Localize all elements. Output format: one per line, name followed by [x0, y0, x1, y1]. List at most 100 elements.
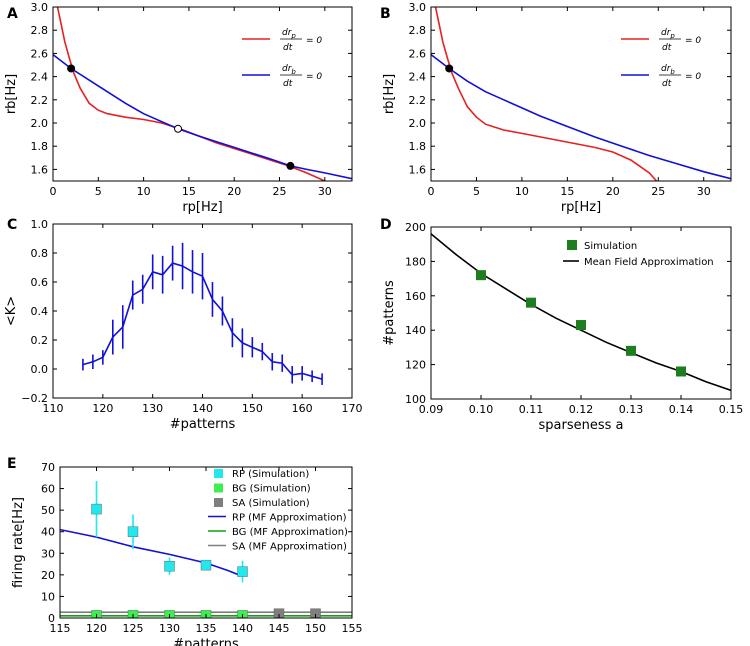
y-axis-label: #patterns — [382, 280, 397, 346]
plot-area — [82, 242, 323, 385]
x-tick-label: 20 — [227, 185, 241, 198]
x-tick-label: 0 — [50, 185, 57, 198]
y-axis-label: rb[Hz] — [4, 74, 19, 114]
y-tick-label: 2.8 — [409, 24, 427, 37]
x-tick-label: 130 — [159, 622, 180, 635]
simulation-point — [127, 526, 139, 537]
rp-mf-line — [60, 528, 243, 576]
y-tick-label: 0.8 — [31, 247, 49, 260]
x-tick-label: 20 — [606, 185, 620, 198]
y-tick-label: 0.2 — [31, 334, 49, 347]
plot-frame — [430, 6, 732, 182]
legend-subscript: p — [669, 32, 675, 40]
legend-numerator-text: dr — [661, 64, 672, 74]
y-tick-label: 120 — [405, 359, 426, 372]
legend-numerator-text: dr — [282, 28, 293, 38]
nullcline-line — [53, 53, 352, 180]
y-tick-label: 160 — [405, 290, 426, 303]
x-tick-label: 0 — [428, 185, 435, 198]
panel-label: C — [7, 217, 17, 233]
y-tick-label: 3.0 — [31, 1, 49, 14]
legend-numerator: drb — [661, 64, 675, 76]
y-tick-label: 2.4 — [31, 71, 49, 84]
plot-area — [431, 233, 731, 392]
x-tick-label: 125 — [123, 622, 144, 635]
legend-denominator: dt — [662, 43, 672, 53]
x-tick-label: 170 — [342, 402, 363, 415]
x-axis-label: rp[Hz] — [182, 200, 222, 215]
y-tick-label: 0.4 — [31, 305, 49, 318]
stable-fixed-point — [445, 64, 454, 73]
legend-equals: = 0 — [685, 36, 701, 46]
nullcline-line — [434, 7, 658, 181]
panel-label: D — [380, 217, 392, 233]
y-tick-label: 2.4 — [409, 71, 427, 84]
x-tick-label: 10 — [515, 185, 529, 198]
y-tick-label: 180 — [405, 255, 426, 268]
y-tick-label: 50 — [41, 504, 55, 517]
simulation-point — [200, 559, 212, 571]
legend-subscript: b — [291, 68, 296, 76]
x-tick-label: 145 — [269, 622, 290, 635]
y-tick-label: 100 — [405, 393, 426, 406]
y-tick-label: 60 — [41, 483, 55, 496]
legend-numerator-text: dr — [661, 28, 672, 38]
legend-label: RP (MF Approximation) — [232, 513, 347, 524]
simulation-point — [273, 608, 285, 618]
x-axis-label: #patterns — [173, 637, 239, 646]
plot-area — [60, 481, 352, 618]
x-tick-label: 15 — [560, 185, 574, 198]
y-tick-label: 2.0 — [409, 117, 427, 130]
plot-area — [53, 7, 352, 181]
panel-label: A — [7, 6, 18, 22]
y-tick-label: 0.0 — [31, 363, 49, 376]
y-tick-label: 2.8 — [31, 24, 49, 37]
plot-area — [431, 7, 731, 181]
legend-numerator: drp — [661, 28, 675, 40]
panel-label: B — [380, 6, 391, 22]
simulation-point — [237, 566, 248, 577]
y-tick-label: −0.2 — [21, 392, 48, 405]
legend-subscript: b — [670, 68, 675, 76]
simulation-point — [164, 561, 175, 572]
unstable-fixed-point — [174, 124, 183, 133]
x-tick-label: 30 — [697, 185, 711, 198]
panel-D: D Simulation Mean Field Approximation 0.09 0… — [380, 217, 743, 433]
stable-fixed-point — [286, 161, 295, 170]
y-tick-label: 1.8 — [409, 140, 427, 153]
x-axis-label: #patterns — [170, 417, 236, 432]
legend-marker — [214, 483, 223, 493]
panel-label: E — [7, 456, 17, 472]
legend-marker — [214, 469, 223, 478]
y-tick-label: 0.6 — [31, 276, 49, 289]
simulation-point — [626, 345, 636, 356]
simulation-point — [576, 320, 586, 331]
x-tick-label: 0.15 — [719, 403, 744, 416]
y-tick-label: 1.6 — [409, 163, 427, 176]
y-axis-label: rb[Hz] — [382, 74, 397, 114]
legend-denominator: dt — [662, 79, 672, 89]
y-tick-label: 10 — [41, 590, 55, 603]
simulation-point — [91, 503, 102, 515]
legend-marker — [214, 498, 223, 507]
legend-denominator: dt — [283, 43, 293, 53]
y-tick-label: 20 — [41, 569, 55, 582]
legend-subscript: p — [290, 32, 296, 40]
legend-label: BG (Simulation) — [232, 484, 311, 495]
x-axis-label: rp[Hz] — [561, 200, 601, 215]
nullcline-line — [431, 53, 731, 180]
y-tick-label: 2.0 — [31, 117, 49, 130]
legend-label: Mean Field Approximation — [584, 257, 714, 268]
y-tick-label: 1.8 — [31, 140, 49, 153]
x-tick-label: 10 — [137, 185, 151, 198]
y-tick-label: 3.0 — [409, 1, 427, 14]
legend-label: Simulation — [584, 241, 637, 252]
x-tick-label: 130 — [142, 402, 163, 415]
x-tick-label: 150 — [242, 402, 263, 415]
x-tick-label: 25 — [273, 185, 287, 198]
legend-denominator: dt — [283, 79, 293, 89]
legend-equals: = 0 — [685, 72, 701, 82]
x-tick-label: 140 — [192, 402, 213, 415]
